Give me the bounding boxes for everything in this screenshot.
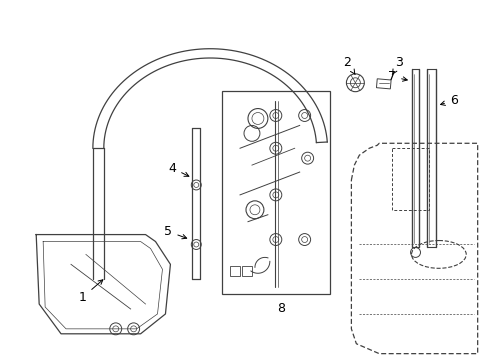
Bar — [222, 91, 329, 294]
Text: 1: 1 — [79, 280, 102, 303]
Text: 4: 4 — [168, 162, 188, 176]
Text: 7: 7 — [387, 70, 407, 83]
Text: 2: 2 — [343, 57, 354, 75]
Text: 8: 8 — [276, 302, 284, 315]
Bar — [242, 266, 251, 276]
Bar — [376, 79, 390, 89]
Text: 5: 5 — [164, 225, 186, 239]
Text: 6: 6 — [440, 94, 457, 107]
Bar — [230, 266, 240, 276]
Text: 3: 3 — [391, 57, 402, 75]
